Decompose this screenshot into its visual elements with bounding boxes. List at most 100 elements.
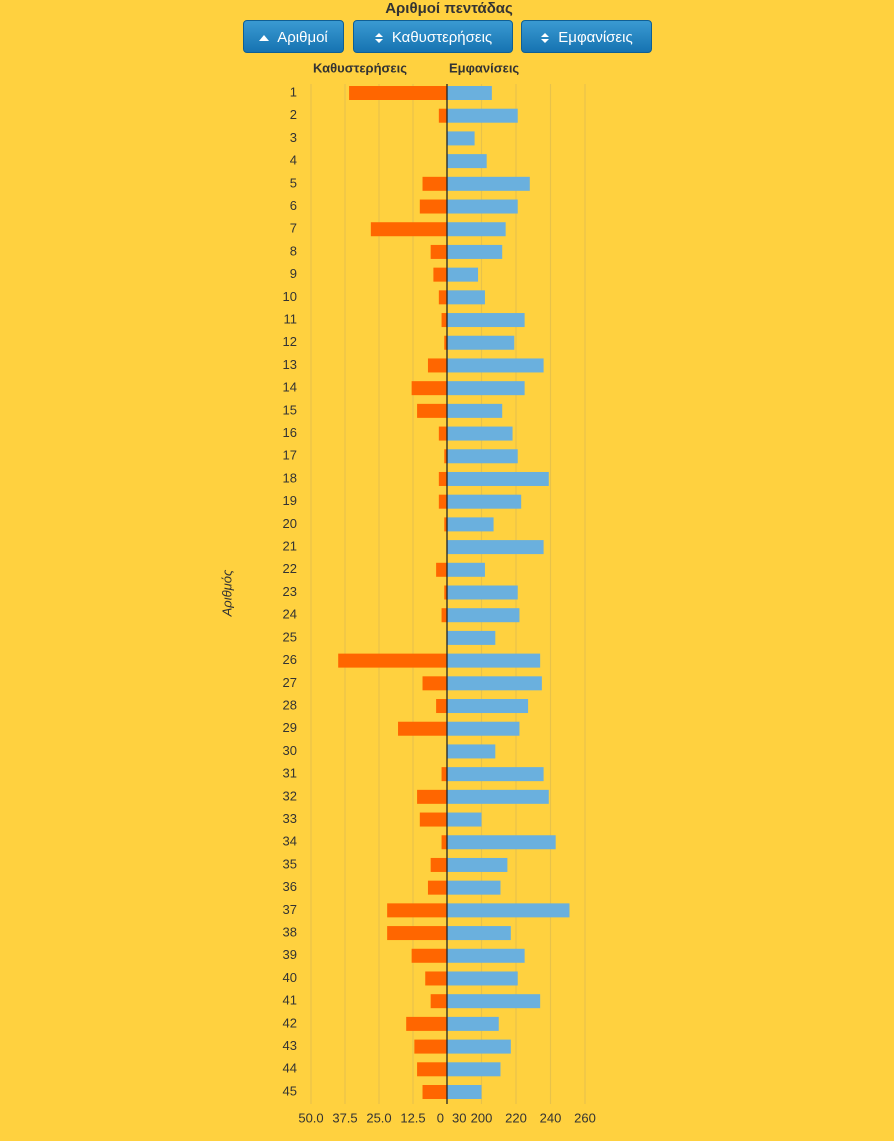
bar [447, 1062, 501, 1077]
x-tick-label: 12.5 [400, 1110, 425, 1125]
y-tick-label: 31 [283, 766, 297, 781]
bar [447, 244, 503, 259]
bar [447, 494, 522, 509]
y-tick-label: 41 [283, 993, 297, 1008]
x-tick-label: 260 [574, 1110, 596, 1125]
bar [447, 449, 518, 464]
y-tick-label: 11 [284, 311, 298, 326]
bar [447, 1085, 482, 1099]
bar [447, 471, 549, 486]
bar [447, 653, 541, 668]
bar [447, 676, 542, 691]
bar [422, 1085, 447, 1099]
bar [387, 926, 447, 941]
bar [427, 880, 447, 895]
y-tick-label: 36 [283, 879, 297, 894]
bar [447, 381, 525, 396]
y-tick-label: 19 [283, 493, 297, 508]
bar [447, 926, 511, 941]
y-tick-label: 8 [290, 243, 297, 258]
bar [447, 358, 544, 373]
y-axis-label: Αριθμός [219, 569, 234, 617]
bar [417, 789, 447, 804]
bar [422, 676, 447, 691]
bar [422, 176, 447, 191]
bar [436, 699, 447, 714]
bar [417, 403, 447, 418]
y-tick-label: 44 [283, 1061, 297, 1076]
bar [447, 812, 482, 827]
y-tick-label: 33 [283, 811, 297, 826]
bar [447, 699, 529, 714]
bar [427, 358, 447, 373]
bar [430, 244, 447, 259]
bar [447, 540, 544, 555]
bar [387, 903, 447, 918]
y-tick-label: 12 [283, 334, 297, 349]
bar [447, 403, 503, 418]
bar [447, 1016, 499, 1031]
bar [441, 835, 447, 850]
bar [447, 562, 485, 577]
y-tick-label: 39 [283, 947, 297, 962]
y-tick-label: 22 [283, 561, 297, 576]
y-tick-label: 21 [283, 539, 297, 554]
y-tick-label: 20 [283, 516, 297, 531]
sort-button[interactable]: Αριθμοί [243, 20, 344, 53]
y-tick-label: 43 [283, 1038, 297, 1053]
bar [447, 176, 530, 191]
series-header: Καθυστερήσεις [313, 60, 407, 75]
x-tick-label: 240 [540, 1110, 562, 1125]
y-tick-label: 45 [283, 1083, 297, 1098]
bar [438, 290, 447, 305]
bar [447, 585, 518, 600]
x-tick-label: 220 [505, 1110, 527, 1125]
y-tick-label: 14 [283, 380, 297, 395]
y-tick-label: 4 [290, 153, 297, 168]
bar [447, 1039, 511, 1054]
y-tick-label: 32 [283, 788, 297, 803]
y-tick-label: 6 [290, 198, 297, 213]
bar [398, 721, 447, 736]
bar [447, 994, 541, 1009]
y-tick-label: 35 [283, 856, 297, 871]
bar [447, 131, 475, 146]
bar [436, 562, 447, 577]
y-tick-label: 24 [283, 607, 297, 622]
icon [259, 35, 270, 42]
bar [447, 335, 515, 350]
bar [370, 222, 447, 237]
bar [447, 108, 518, 123]
x-tick-label: 50.0 [298, 1110, 323, 1125]
bar [444, 449, 447, 464]
y-tick-label: 13 [283, 357, 297, 372]
bar [438, 108, 447, 123]
button-label: Εμφανίσεις [558, 29, 633, 46]
bar [444, 335, 447, 350]
bar [419, 812, 447, 827]
bar [447, 222, 506, 237]
y-tick-label: 1 [290, 84, 297, 99]
x-tick-label: 0 [437, 1110, 444, 1125]
icon [374, 33, 383, 44]
button-label: Καθυστερήσεις [391, 29, 493, 46]
bar [444, 585, 447, 600]
bar [430, 994, 447, 1009]
chart-title: Αριθμοί πεντάδας [385, 0, 513, 17]
bar [447, 426, 513, 441]
bar [349, 86, 447, 100]
bar [447, 835, 556, 850]
y-tick-label: 7 [290, 221, 297, 236]
bar [447, 971, 518, 986]
sort-button[interactable]: Καθυστερήσεις [353, 20, 513, 53]
y-tick-label: 34 [283, 834, 297, 849]
x-tick-label: 37.5 [332, 1110, 357, 1125]
bar [411, 948, 447, 963]
sort-button[interactable]: Εμφανίσεις [521, 20, 652, 53]
bar [447, 767, 544, 782]
y-tick-label: 26 [283, 652, 297, 667]
bar [433, 267, 447, 282]
y-tick-label: 27 [283, 675, 297, 690]
y-tick-label: 5 [290, 175, 297, 190]
